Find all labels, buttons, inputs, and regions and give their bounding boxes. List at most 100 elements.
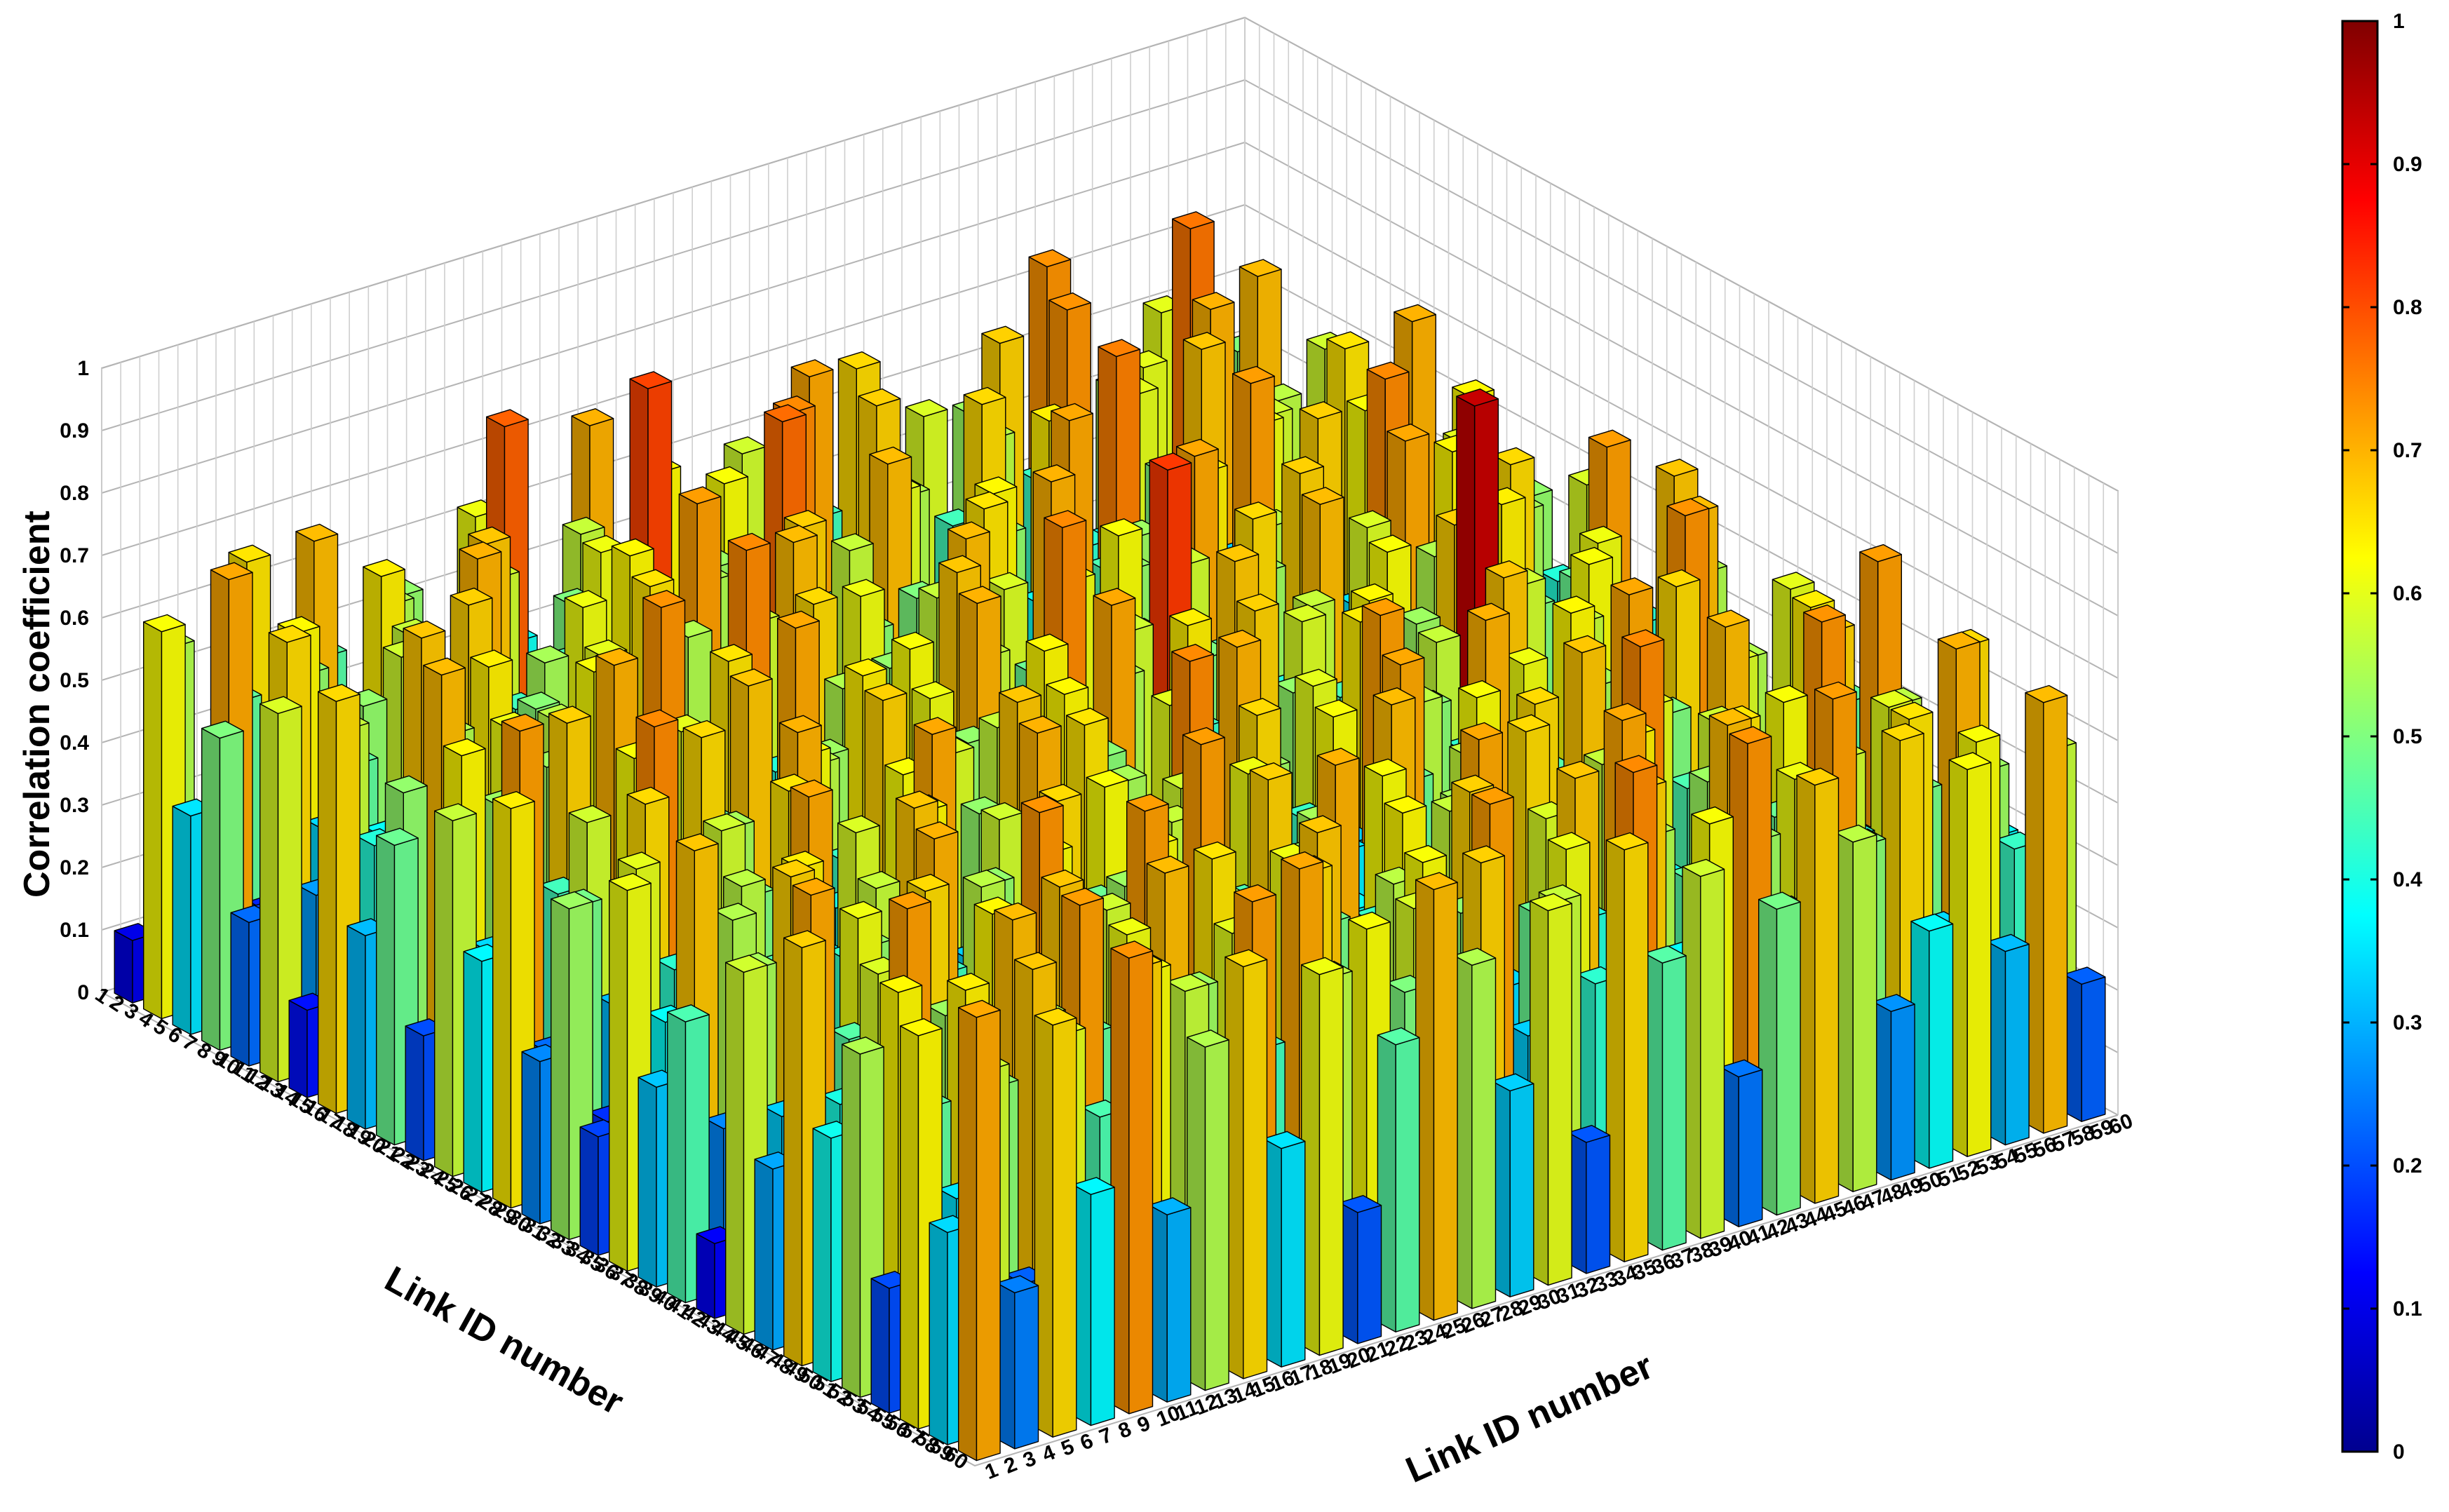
bar-face-top (831, 533, 874, 551)
y-tick-label: 4 (1039, 1440, 1058, 1466)
bar (1758, 891, 1801, 1216)
bar-face-front (1586, 1135, 1611, 1274)
bar-face-front (1624, 842, 1649, 1262)
bar-face-side (842, 1044, 861, 1398)
bar-face-top (1239, 259, 1282, 277)
bar-face-top (1792, 590, 1835, 608)
bar-face-top (1417, 625, 1461, 643)
bar-face-front (1547, 903, 1572, 1286)
bars (114, 211, 2106, 1462)
bar (1987, 933, 2030, 1146)
bar-face-top (905, 399, 948, 417)
bar-face-top (764, 404, 807, 423)
bar-face-side (172, 805, 191, 1035)
bar-face-side (463, 951, 483, 1193)
bar-face-front (1014, 1285, 1039, 1450)
bar-face-side (579, 1126, 599, 1256)
bar-face-top (486, 409, 529, 428)
bar-face-top (1588, 429, 1631, 448)
bar-face-side (114, 930, 133, 1004)
bar-face-top (629, 371, 673, 389)
bar-face-front (1890, 1004, 1915, 1181)
bar-face-top (1283, 604, 1326, 623)
colorbar-tick-label: 0.5 (2393, 725, 2422, 748)
bar-face-top (891, 631, 934, 650)
bar-face-top (1182, 332, 1226, 350)
bar-face-top (1552, 595, 1595, 614)
bar-face-top (963, 386, 1006, 405)
bar (1224, 949, 1268, 1379)
bar (1453, 947, 1497, 1309)
bar-face-top (1610, 577, 1654, 595)
colorbar-tick-label: 1 (2393, 10, 2405, 33)
bar-face-side (434, 810, 454, 1177)
bar-face-top (858, 388, 901, 407)
bar-face-side (318, 691, 337, 1114)
bar-face-front (1281, 1140, 1306, 1368)
colorbar-tick-label: 0.4 (2393, 868, 2422, 891)
bar-face-top (571, 408, 614, 426)
bar-face-top (459, 541, 502, 560)
y-axis-title: Link ID number (1400, 1346, 1659, 1491)
bar-face-top (1169, 608, 1212, 626)
bar-face-front (1318, 966, 1344, 1356)
bar (1377, 1027, 1420, 1332)
x-axis-title: Link ID number (378, 1259, 630, 1423)
bar-face-top (1394, 304, 1436, 323)
bar (1034, 1007, 1077, 1438)
bar-face-top (981, 325, 1025, 344)
y-tick-label: 2 (1001, 1452, 1020, 1478)
floor-edge (101, 992, 2119, 1467)
bar-face-side (929, 1222, 948, 1445)
y-tick-label: 7 (1096, 1423, 1116, 1449)
colorbar-tick-label: 0 (2393, 1440, 2405, 1464)
bar-face-front (1966, 762, 1992, 1157)
bar-face-front (1661, 955, 1687, 1251)
bar-face-top (1100, 518, 1143, 536)
z-tick-label: 0.5 (60, 669, 89, 692)
bar (1415, 872, 1458, 1321)
bar-face-top (228, 544, 271, 563)
y-tick-label: 1 (982, 1458, 1001, 1484)
z-tick-label: 0 (77, 981, 89, 1004)
bar-face-top (1563, 635, 1607, 654)
bar (958, 999, 1001, 1462)
bar-face-top (985, 572, 1029, 590)
bar-face-top (1570, 546, 1613, 565)
y-tick-label: 3 (1020, 1447, 1039, 1473)
bar-face-front (1471, 957, 1497, 1309)
bar-face-top (363, 559, 405, 577)
bar-face-top (1803, 605, 1846, 623)
bar (1530, 893, 1572, 1286)
bar-face-top (1361, 598, 1405, 616)
bar-face-top (1028, 249, 1072, 268)
bar-face-front (1852, 834, 1877, 1192)
bar-face-top (1368, 534, 1412, 553)
bar-face-top (727, 532, 771, 551)
bar (1301, 957, 1344, 1356)
bar-face-top (1098, 339, 1141, 358)
colorbar-tick-label: 0.6 (2393, 582, 2422, 605)
bar (1720, 1059, 1763, 1227)
bar (1148, 1197, 1192, 1403)
bar (2025, 684, 2068, 1134)
bar-face-side (609, 880, 628, 1272)
z-tick-label: 0.2 (60, 856, 89, 879)
bar-face-top (1485, 560, 1528, 579)
bar-face-top (790, 359, 834, 377)
bar-face-top (706, 466, 748, 485)
bar-face-top (1398, 607, 1441, 625)
bar-face-side (696, 1233, 715, 1319)
z-tick-label: 0.7 (60, 544, 89, 567)
bar-face-side (346, 925, 366, 1130)
z-tick-label: 0.9 (60, 419, 89, 443)
bar-face-top (1366, 361, 1410, 380)
bar-face-top (295, 523, 339, 542)
bar-face-top (1281, 456, 1324, 475)
bar-face-top (1051, 403, 1093, 421)
bar-face-top (1149, 452, 1192, 471)
bar-face-side (783, 937, 803, 1367)
bar (1567, 1125, 1611, 1274)
bar-face-side (667, 1011, 687, 1304)
bar-face-side (259, 703, 279, 1083)
